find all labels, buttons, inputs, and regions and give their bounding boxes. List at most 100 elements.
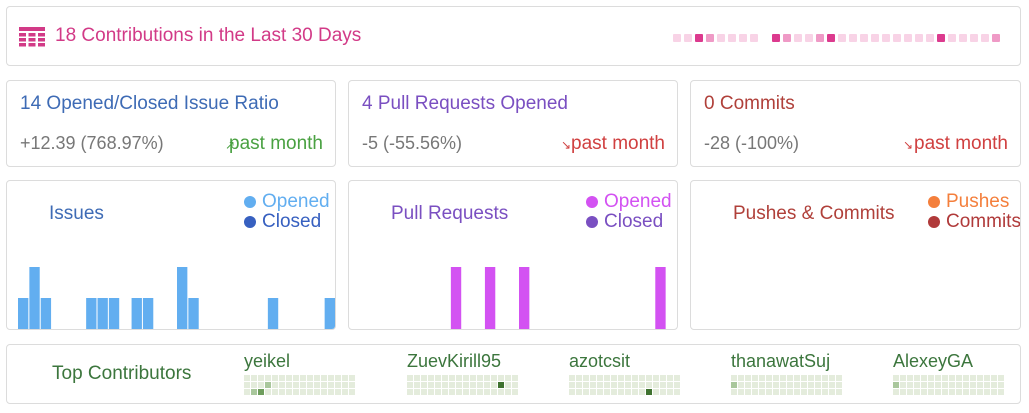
legend-label-opened: Opened	[262, 191, 330, 212]
contributor-item[interactable]: ZuevKirill95	[407, 350, 518, 395]
heatmap-cell	[407, 382, 413, 388]
heatmap-cell	[731, 382, 737, 388]
bar-opened[interactable]	[97, 298, 108, 329]
heatmap-cell	[244, 389, 250, 395]
pull-requests-bar-plot	[450, 267, 666, 329]
heatmap-cell	[780, 389, 786, 395]
heatmap-cell	[998, 382, 1004, 388]
heatmap-cell	[928, 382, 934, 388]
contributions-header: 18 Contributions in the Last 30 Days	[6, 6, 1021, 66]
bar-opened[interactable]	[484, 267, 496, 329]
commits-delta: -28 (-100%)	[704, 133, 800, 153]
heatmap-cell	[321, 389, 327, 395]
heatmap-cell	[829, 389, 835, 395]
heatmap-cell	[477, 375, 483, 381]
heatmap-cell	[759, 382, 765, 388]
legend-label-pushes: Pushes	[946, 191, 1010, 212]
heatmap-cell	[822, 382, 828, 388]
contributor-name[interactable]: ZuevKirill95	[407, 351, 502, 371]
commits-period: past month	[914, 133, 1008, 154]
heatmap-cell	[970, 389, 976, 395]
heatmap-cell	[611, 375, 617, 381]
legend-item-closed[interactable]: Closed	[586, 212, 672, 232]
legend-item-opened[interactable]: Opened	[244, 192, 330, 212]
heatmap-cell	[787, 382, 793, 388]
heatmap-cell	[583, 375, 589, 381]
heatmap-cell	[625, 375, 631, 381]
heatmap-cell	[604, 375, 610, 381]
heatmap-cell	[625, 389, 631, 395]
heatmap-cell	[428, 382, 434, 388]
bar-opened[interactable]	[655, 267, 666, 329]
heatmap-cell	[991, 375, 997, 381]
heatmap-cell	[963, 382, 969, 388]
bar-opened[interactable]	[519, 267, 530, 329]
heatmap-cell	[512, 382, 518, 388]
heatmap-cell	[836, 382, 842, 388]
heatmap-cell	[731, 375, 737, 381]
bar-opened[interactable]	[40, 298, 52, 329]
bar-opened[interactable]	[131, 298, 142, 329]
heatmap-cell	[590, 382, 596, 388]
legend-dot-icon	[244, 216, 256, 228]
heatmap-cell	[745, 389, 751, 395]
legend-item-closed[interactable]: Closed	[244, 212, 330, 232]
bar-opened[interactable]	[324, 298, 335, 329]
heatmap-cell	[893, 375, 899, 381]
contributor-item[interactable]: yeikel	[244, 350, 355, 395]
heatmap-cell	[293, 382, 299, 388]
bar-opened[interactable]	[29, 267, 40, 329]
heatmap-cell	[822, 375, 828, 381]
contribution-day-cell	[706, 34, 714, 42]
bar-opened[interactable]	[267, 298, 279, 329]
contributor-name[interactable]: thanawatSuj	[731, 351, 831, 371]
heatmap-cell	[984, 375, 990, 381]
heatmap-cell	[484, 382, 490, 388]
legend-item-pushes[interactable]: Pushes	[928, 191, 1020, 212]
heatmap-cell	[893, 389, 899, 395]
bar-opened[interactable]	[177, 267, 188, 329]
contributor-item[interactable]: azotcsit	[569, 350, 680, 395]
legend-item-opened[interactable]: Opened	[586, 192, 672, 212]
heatmap-cell	[456, 375, 462, 381]
contribution-day-cell	[882, 34, 890, 42]
heatmap-cell	[421, 382, 427, 388]
contributor-name[interactable]: AlexeyGA	[893, 351, 974, 371]
heatmap-cell	[421, 389, 427, 395]
heatmap-cell	[752, 382, 758, 388]
heatmap-cell	[300, 375, 306, 381]
heatmap-cell	[977, 389, 983, 395]
heatmap-cell	[738, 389, 744, 395]
heatmap-cell	[498, 382, 504, 388]
trend-down-icon: ↘	[561, 138, 572, 152]
heatmap-cell	[646, 389, 652, 395]
contributor-name[interactable]: yeikel	[244, 351, 291, 371]
bar-opened[interactable]	[142, 298, 154, 329]
bar-opened[interactable]	[18, 298, 29, 329]
heatmap-cell	[794, 375, 800, 381]
heatmap-cell	[407, 389, 413, 395]
heatmap-cell	[956, 375, 962, 381]
bar-opened[interactable]	[188, 298, 199, 329]
heatmap-cell	[293, 389, 299, 395]
heatmap-cell	[576, 375, 582, 381]
heatmap-cell	[505, 389, 511, 395]
contributor-item[interactable]: AlexeyGA	[893, 350, 1004, 395]
heatmap-cell	[653, 375, 659, 381]
heatmap-cell	[836, 389, 842, 395]
bar-opened[interactable]	[108, 298, 120, 329]
heatmap-cell	[984, 389, 990, 395]
contributor-item[interactable]: thanawatSuj	[731, 350, 842, 395]
heatmap-cell	[998, 375, 1004, 381]
bar-opened[interactable]	[86, 298, 97, 329]
heatmap-cell	[780, 382, 786, 388]
bar-opened[interactable]	[450, 267, 462, 329]
contribution-day-cell	[827, 34, 835, 42]
heatmap-cell	[576, 382, 582, 388]
heatmap-cell	[822, 389, 828, 395]
heatmap-cell	[914, 375, 920, 381]
contributor-name[interactable]: azotcsit	[569, 351, 631, 371]
contributor-heatmap	[893, 375, 1004, 395]
legend-item-commits[interactable]: Commits	[928, 212, 1020, 232]
pull-requests-legend: Opened Closed	[586, 192, 672, 232]
